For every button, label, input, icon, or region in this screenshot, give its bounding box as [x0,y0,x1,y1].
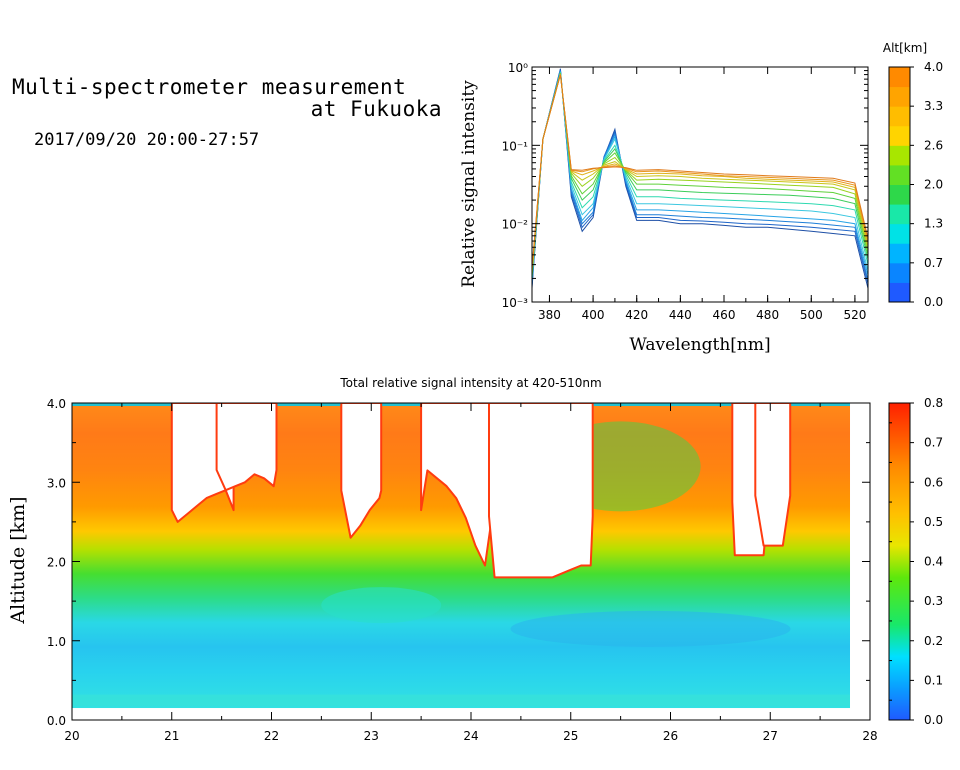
spectrum-series-line-9 [532,74,868,273]
altitude-colorbar-tick-label-6: 4.0 [924,60,943,74]
spectrum-series-line-5 [532,72,868,279]
heatmap-missing-region-4 [488,403,594,579]
heatmap-y-tick-label-4: 4.0 [47,397,66,411]
heatmap-x-tick-label-0: 20 [64,729,79,743]
intensity-colorbar-tick-label-8: 0.8 [924,396,943,410]
heatmap-axes: 20 21 22 23 24 25 26 27 28 0.0 1.0 2.0 3.0 4.0 [47,397,878,743]
altitude-colorbar-tick-label-1: 0.7 [924,256,943,270]
spectrum-series-line-8 [532,73,868,274]
heatmap-y-tick-label-3: 3.0 [47,476,66,490]
altitude-colorbar-segment-3 [889,223,910,244]
altitude-colorbar-segment-10 [889,86,910,107]
heatmap-x-tick-label-8: 28 [862,729,877,743]
spectrum-y-tick-label-2: 10⁻¹ [502,139,529,153]
heatmap-title: Total relative signal intensity at 420-5… [339,376,601,390]
spectrum-y-axis-label: Relative signal intensity [459,80,479,288]
heatmap-cyan-patch [321,587,442,624]
heatmap-near-ground-band [72,694,851,706]
chart-title-line2: at Fukuoka [310,97,442,121]
heatmap-blue-band [510,610,791,647]
intensity-colorbar-tick-label-0: 0.0 [924,713,943,727]
altitude-colorbar-segment-6 [889,164,910,185]
spectrum-series-line-6 [532,72,868,277]
spectrum-series-line-10 [532,74,868,271]
heatmap-x-tick-label-3: 23 [364,729,379,743]
heatmap-area [72,403,870,720]
altitude-colorbar-label: Alt[km] [883,41,927,55]
spectrum-x-tick-label-7: 520 [843,308,866,322]
altitude-colorbar-segment-5 [889,184,910,205]
altitude-colorbar-segment-2 [889,243,910,264]
spectrum-series-line-11 [532,74,868,270]
altitude-colorbar-tick-label-3: 2.0 [924,178,943,192]
spectrum-y-tick-label-1: 10⁻² [502,218,529,232]
heatmap-missing-region-1 [215,403,278,492]
spectrum-series-line-2 [532,70,868,284]
heatmap-x-tick-label-2: 22 [264,729,279,743]
intensity-colorbar-tick-label-4: 0.4 [924,555,943,569]
heatmap-y-axis-label: Altitude [km] [7,496,29,624]
spectrum-series-group [532,68,868,289]
altitude-colorbar-tick-label-0: 0.0 [924,295,943,309]
spectrum-axes: 380 400 420 440 460 480 500 520 10⁻³ 10⁻² 10⁻¹ 10⁰ [502,61,868,322]
altitude-colorbar-segment-9 [889,106,910,127]
intensity-colorbar [888,402,911,721]
altitude-colorbar-segment-8 [889,125,910,146]
spectrum-series-line-12 [532,74,868,269]
intensity-colorbar-tick-label-5: 0.5 [924,515,943,529]
spectrum-series-line-0 [532,68,868,289]
heatmap-missing-data [72,403,870,720]
spectrum-x-tick-label-3: 440 [669,308,692,322]
spectrum-plot-frame [531,66,869,303]
altitude-colorbar-tick-label-5: 3.3 [924,99,943,113]
altitude-colorbar-segment-4 [889,204,910,225]
intensity-colorbar-tick-label-7: 0.7 [924,436,943,450]
spectrum-x-tick-label-4: 460 [713,308,736,322]
heatmap-x-tick-label-6: 26 [663,729,678,743]
altitude-colorbar-tick-label-4: 2.6 [924,138,943,152]
spectrum-x-axis-label: Wavelength[nm] [629,335,770,355]
intensity-colorbar-tick-label-3: 0.3 [924,594,943,608]
chart-subtitle-time-range: 2017/09/20 20:00-27:57 [34,130,260,150]
spectrum-x-tick-label-0: 380 [538,308,561,322]
spectrum-y-tick-label-3: 10⁰ [508,61,528,75]
intensity-colorbar-tick-label-1: 0.1 [924,673,943,687]
spectrum-x-tick-label-5: 480 [756,308,779,322]
heatmap-x-tick-label-5: 25 [563,729,578,743]
spectrum-y-tick-label-0: 10⁻³ [502,296,529,310]
heatmap-missing-region-6 [754,403,792,547]
altitude-colorbar-segment-0 [889,282,910,303]
spectrum-x-tick-label-6: 500 [800,308,823,322]
heatmap-missing-region-2 [340,403,383,539]
spectrum-series-line-4 [532,71,868,281]
altitude-colorbar-segment-1 [889,262,910,283]
heatmap-no-data-bottom [72,708,851,720]
heatmap-y-tick-label-1: 1.0 [47,635,66,649]
altitude-colorbar-segment-11 [889,67,910,88]
intensity-colorbar-tick-label-6: 0.6 [924,475,943,489]
title-block: Multi-spectrometer measurement at Fukuok… [12,76,442,120]
spectrum-x-tick-label-2: 420 [625,308,648,322]
intensity-colorbar-tick-label-2: 0.2 [924,634,943,648]
altitude-colorbar-segment-7 [889,145,910,166]
spectrum-series-line-7 [532,73,868,276]
altitude-colorbar-tick-label-2: 1.3 [924,217,943,231]
spectrum-x-tick-label-1: 400 [582,308,605,322]
spectrum-series-line-3 [532,71,868,283]
heatmap-x-tick-label-1: 21 [164,729,179,743]
heatmap-y-tick-label-0: 0.0 [47,714,66,728]
intensity-colorbar-ticks: 0.0 0.1 0.2 0.3 0.4 0.5 0.6 0.7 0.8 [889,396,943,727]
altitude-colorbar: 0.0 0.7 1.3 2.0 2.6 3.3 4.0 [888,60,943,309]
chart-title-line1: Multi-spectrometer measurement [12,75,407,99]
heatmap-x-tick-label-4: 24 [463,729,478,743]
heatmap-y-tick-label-2: 2.0 [47,556,66,570]
spectrum-series-line-1 [532,69,868,287]
heatmap-x-tick-label-7: 27 [763,729,778,743]
